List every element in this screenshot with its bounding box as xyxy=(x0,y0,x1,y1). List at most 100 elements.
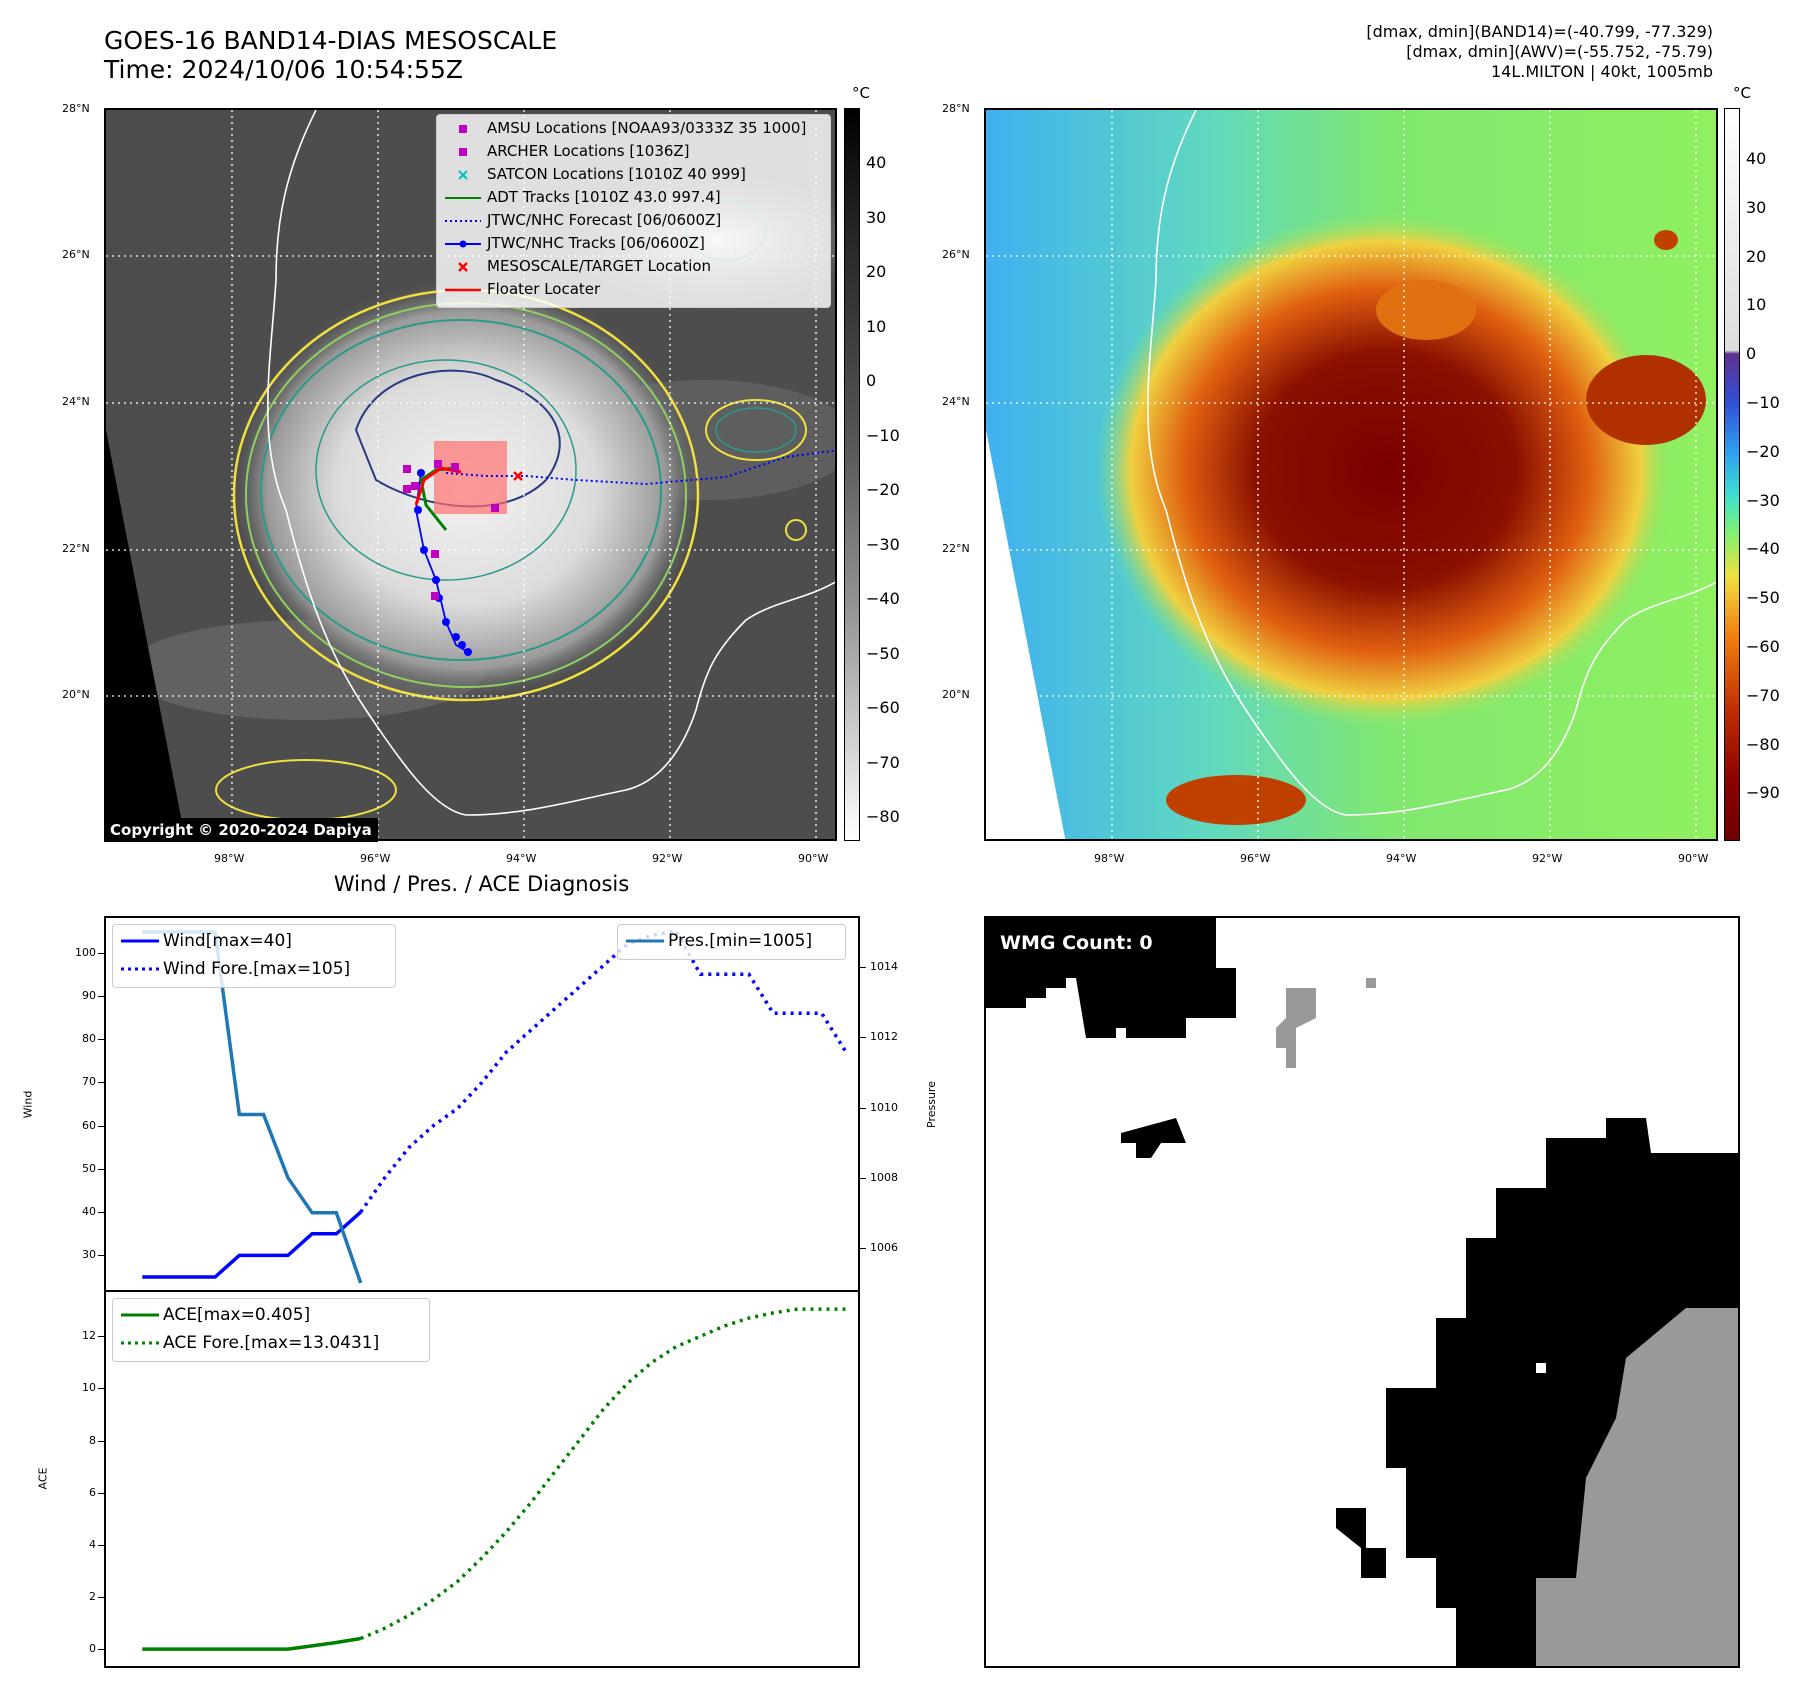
y-tick-mark xyxy=(98,1596,104,1598)
legend-forecast: JTWC/NHC Forecast [06/0600Z] xyxy=(487,211,722,229)
y2-tick-label: 1010 xyxy=(870,1100,898,1114)
lat-label: 26°N xyxy=(62,248,90,261)
colorbar-right-tick: 10 xyxy=(1746,295,1767,315)
y2-tick-mark xyxy=(860,1037,866,1039)
y2-tick-label: 1006 xyxy=(870,1240,898,1254)
pressure-axis-label: Pressure xyxy=(924,1081,938,1128)
y2-tick-mark xyxy=(860,967,866,969)
colorbar-left-tick: −20 xyxy=(866,480,900,499)
y-tick-label: 100 xyxy=(75,945,96,959)
legend-amsu: AMSU Locations [NOAA93/0333Z 35 1000] xyxy=(487,119,807,137)
y-tick-mark xyxy=(98,1440,104,1442)
wmg-mask xyxy=(986,918,1738,1666)
legend-floater: Floater Locater xyxy=(487,280,601,298)
figure-title: GOES-16 BAND14-DIAS MESOSCALE Time: 2024/… xyxy=(104,26,557,84)
colorbar-left-tick: 10 xyxy=(866,316,887,336)
legend-ace-fore: ACE Fore.[max=13.0431] xyxy=(163,1333,380,1353)
lon-label: 90°W xyxy=(1678,852,1709,865)
series-line-0 xyxy=(142,1210,362,1279)
lon-label: 92°W xyxy=(652,852,683,865)
colorbar-left-tick: −70 xyxy=(866,752,900,772)
y-tick-label: 90 xyxy=(82,988,96,1002)
colorbar-right-tick: 20 xyxy=(1746,246,1767,266)
lat-label: 20°N xyxy=(942,688,970,701)
y-tick-label: 70 xyxy=(82,1075,96,1089)
awv-map xyxy=(984,108,1718,841)
y2-tick-mark xyxy=(860,1107,866,1109)
legend-adt: ADT Tracks [1010Z 43.0 997.4] xyxy=(487,188,721,206)
copyright-label: Copyright © 2020-2024 Dapiya xyxy=(104,818,378,842)
lon-label: 96°W xyxy=(1240,852,1271,865)
colorbar-right-tick: −20 xyxy=(1746,441,1780,461)
y-tick-mark xyxy=(98,1544,104,1546)
lat-label: 28°N xyxy=(62,102,90,115)
wind-axis-label: Wind xyxy=(21,1090,35,1119)
wind-legend: Wind[max=40] Wind Fore.[max=105] xyxy=(112,924,396,988)
y-tick-mark xyxy=(98,1039,104,1041)
y-tick-mark xyxy=(98,1125,104,1127)
lon-label: 98°W xyxy=(214,852,245,865)
ace-legend: ACE[max=0.405] ACE Fore.[max=13.0431] xyxy=(112,1298,430,1362)
colorbar-left-tick: −80 xyxy=(866,807,900,826)
y-tick-label: 30 xyxy=(82,1248,96,1262)
y-tick-mark xyxy=(98,952,104,954)
ace-chart xyxy=(104,1290,860,1668)
y-tick-label: 8 xyxy=(89,1433,96,1447)
y-tick-label: 2 xyxy=(89,1589,96,1603)
colorbar-right xyxy=(1724,108,1740,841)
info-line-2: [dmax, dmin](AWV)=(-55.752, -75.79) xyxy=(1406,42,1713,61)
info-line-3: 14L.MILTON | 40kt, 1005mb xyxy=(1490,62,1713,81)
y-tick-mark xyxy=(98,1212,104,1214)
colorbar-left-tick: 0 xyxy=(866,371,877,390)
colorbar-left-tick: −10 xyxy=(866,425,900,445)
lon-label: 92°W xyxy=(1532,852,1563,865)
legend-wind-fore: Wind Fore.[max=105] xyxy=(163,959,351,979)
colorbar-right-tick: −30 xyxy=(1746,490,1780,510)
y-tick-label: 50 xyxy=(82,1161,96,1175)
colorbar-left-tick: −30 xyxy=(866,534,900,554)
title-line-1: GOES-16 BAND14-DIAS MESOSCALE xyxy=(104,26,558,55)
legend-wind: Wind[max=40] xyxy=(163,931,292,951)
y-tick-label: 0 xyxy=(89,1642,96,1656)
y-tick-mark xyxy=(98,1336,104,1338)
colorbar-right-tick: −80 xyxy=(1746,734,1780,754)
series-line-1 xyxy=(359,929,848,1214)
y2-tick-mark xyxy=(860,1247,866,1249)
map-legend: AMSU Locations [NOAA93/0333Z 35 1000] AR… xyxy=(436,114,831,308)
legend-archer: ARCHER Locations [1036Z] xyxy=(487,142,690,160)
colorbar-left-tick: −40 xyxy=(866,589,900,608)
colorbar-right-tick: 0 xyxy=(1746,344,1757,364)
y-tick-label: 6 xyxy=(89,1485,96,1499)
series-line-0 xyxy=(142,1636,361,1651)
lat-label: 22°N xyxy=(942,542,970,555)
diagnosis-title: Wind / Pres. / ACE Diagnosis xyxy=(333,872,630,896)
legend-target: MESOSCALE/TARGET Location xyxy=(487,257,712,275)
y-tick-mark xyxy=(98,1168,104,1170)
colorbar-right-tick: 40 xyxy=(1746,149,1767,168)
y2-tick-label: 1008 xyxy=(870,1170,898,1184)
colorbar-right-tick: −60 xyxy=(1746,637,1780,656)
y-tick-label: 80 xyxy=(82,1032,96,1046)
y-tick-label: 10 xyxy=(82,1381,96,1395)
ace-plot xyxy=(142,1307,846,1651)
colorbar-left-tick: 40 xyxy=(866,153,887,172)
colorbar-left-tick: −50 xyxy=(866,643,900,663)
colorbar-left-tick: 30 xyxy=(866,207,887,227)
colorbar-right-tick: −50 xyxy=(1746,588,1780,608)
colorbar-left-unit: °C xyxy=(852,84,870,102)
colorbar-right-unit: °C xyxy=(1733,84,1751,102)
colorbar-right-tick: −90 xyxy=(1746,783,1780,803)
lon-label: 94°W xyxy=(1386,852,1417,865)
series-line-1 xyxy=(360,1307,846,1641)
y-tick-mark xyxy=(98,995,104,997)
y2-tick-label: 1012 xyxy=(870,1030,898,1044)
info-line-1: [dmax, dmin](BAND14)=(-40.799, -77.329) xyxy=(1366,22,1713,41)
lon-label: 90°W xyxy=(798,852,829,865)
y-tick-mark xyxy=(98,1492,104,1494)
awv-map-image xyxy=(986,110,1716,839)
lat-label: 24°N xyxy=(62,395,90,408)
legend-pressure: Pres.[min=1005] xyxy=(668,931,813,951)
lon-label: 98°W xyxy=(1094,852,1125,865)
legend-ace: ACE[max=0.405] xyxy=(163,1305,311,1325)
y-tick-label: 60 xyxy=(82,1118,96,1132)
